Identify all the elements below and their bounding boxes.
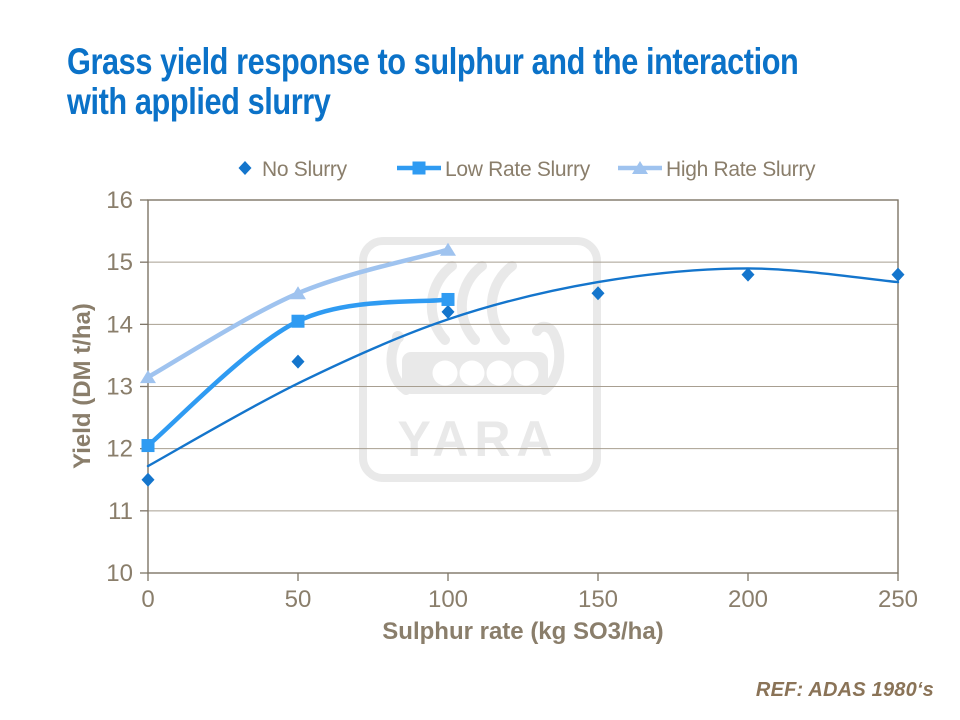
yara-wordmark: YARA xyxy=(397,411,558,467)
y-tick-label: 13 xyxy=(106,374,133,401)
square-marker xyxy=(141,439,155,453)
legend-label: High Rate Slurry xyxy=(666,158,816,181)
triangle-marker xyxy=(290,286,306,300)
legend-item-high-rate-slurry: High Rate Slurry xyxy=(618,158,816,181)
y-tick-label: 16 xyxy=(106,187,133,214)
diamond-marker xyxy=(141,472,155,487)
yara-ship-icon xyxy=(386,261,565,395)
diamond-marker xyxy=(291,354,305,369)
x-tick-label: 100 xyxy=(428,586,468,613)
legend-item-low-rate-slurry: Low Rate Slurry xyxy=(397,158,591,181)
x-tick-label: 200 xyxy=(728,586,768,613)
square-marker xyxy=(412,161,426,175)
diamond-marker xyxy=(441,304,455,319)
series-high-rate-slurry xyxy=(140,242,456,384)
y-axis-title: Yield (DM t/ha) xyxy=(69,303,96,469)
x-axis-title: Sulphur rate (kg SO3/ha) xyxy=(382,618,663,645)
y-tick-label: 12 xyxy=(106,436,133,463)
y-tick-label: 14 xyxy=(106,311,133,338)
yara-frame xyxy=(359,237,601,482)
legend-label: No Slurry xyxy=(262,158,348,181)
square-marker xyxy=(441,292,455,306)
square-marker xyxy=(291,314,305,328)
diamond-marker xyxy=(238,161,252,175)
x-tick-label: 0 xyxy=(141,586,154,613)
page-title-line2: with applied slurry xyxy=(67,81,331,122)
x-tick-label: 250 xyxy=(878,586,918,613)
x-tick-label: 50 xyxy=(285,586,312,613)
reference-note: REF: ADAS 1980‘s xyxy=(755,679,934,701)
yara-watermark: YARA xyxy=(359,237,601,482)
y-tick-label: 15 xyxy=(106,249,133,276)
triangle-marker xyxy=(632,161,648,174)
x-tick-label: 150 xyxy=(578,586,618,613)
page-title: Grass yield response to sulphur and the … xyxy=(67,41,799,122)
y-tick-label: 11 xyxy=(108,498,133,525)
legend-item-no-slurry: No Slurry xyxy=(238,158,348,181)
diamond-marker xyxy=(741,267,755,282)
triangle-marker xyxy=(440,242,456,256)
series-no-slurry xyxy=(141,267,905,487)
page-title-line1: Grass yield response to sulphur and the … xyxy=(67,41,799,82)
legend-label: Low Rate Slurry xyxy=(445,158,591,181)
triangle-marker xyxy=(140,370,156,384)
series-low-rate-slurry xyxy=(141,292,455,453)
diamond-marker xyxy=(891,267,905,282)
diamond-marker xyxy=(591,286,605,301)
series-line xyxy=(146,267,900,468)
plot-border xyxy=(147,199,899,574)
y-tick-label: 10 xyxy=(106,560,133,587)
